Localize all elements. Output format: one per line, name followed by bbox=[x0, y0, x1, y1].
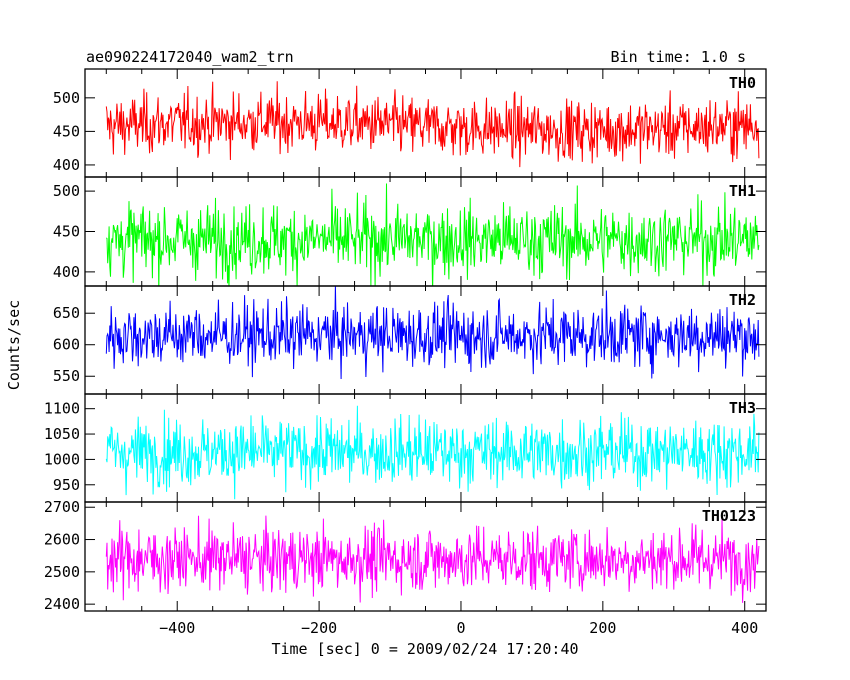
series-line-th0123 bbox=[105, 515, 760, 603]
y-tick-label: 2400 bbox=[44, 595, 80, 613]
panel-th1: 400 450 500 TH1 bbox=[53, 176, 767, 287]
x-tick-label: 200 bbox=[589, 619, 616, 637]
x-tick-label: −400 bbox=[159, 619, 195, 637]
y-tick-label: 2600 bbox=[44, 531, 80, 549]
panel-th0123: 2400 2500 2600 2700 TH0123 bbox=[44, 498, 767, 613]
y-tick-label: 500 bbox=[53, 89, 80, 107]
x-axis-ticks: −400 −200 0 200 400 bbox=[105, 69, 758, 637]
panel-label-th0123: TH0123 bbox=[702, 507, 756, 525]
panel-frame bbox=[84, 68, 767, 178]
y-tick-label: 550 bbox=[53, 367, 80, 385]
series-line-th2 bbox=[105, 286, 760, 380]
series-line-th0 bbox=[105, 81, 760, 168]
series-line-th3 bbox=[105, 405, 760, 500]
y-tick-label: 400 bbox=[53, 156, 80, 174]
panel-th0: 400 450 500 TH0 bbox=[53, 68, 767, 178]
y-tick-label: 500 bbox=[53, 182, 80, 200]
y-tick-label: 650 bbox=[53, 304, 80, 322]
y-tick-label: 450 bbox=[53, 223, 80, 241]
panel-label-th2: TH2 bbox=[729, 291, 756, 309]
panels-group: 400 450 500 TH0 400 450 500 TH1 550 600 650 TH2 950 1… bbox=[44, 68, 767, 613]
y-tick-label: 2700 bbox=[44, 498, 80, 516]
bin-time-label: Bin time: 1.0 s bbox=[611, 48, 746, 66]
panel-th3: 950 1000 1050 1100 TH3 bbox=[44, 393, 767, 503]
x-tick-label: 0 bbox=[456, 619, 465, 637]
y-tick-label: 1000 bbox=[44, 450, 80, 468]
panel-th2: 550 600 650 TH2 bbox=[53, 285, 767, 395]
series-line-th1 bbox=[105, 183, 760, 286]
panel-label-th3: TH3 bbox=[729, 399, 756, 417]
y-axis-label: Counts/sec bbox=[5, 300, 23, 390]
y-tick-label: 450 bbox=[53, 122, 80, 140]
y-tick-label: 600 bbox=[53, 336, 80, 354]
panel-label-th1: TH1 bbox=[729, 182, 756, 200]
y-tick-label: 1050 bbox=[44, 425, 80, 443]
chart-title: ae090224172040_wam2_trn bbox=[86, 48, 294, 66]
panel-label-th0: TH0 bbox=[729, 74, 756, 92]
y-tick-label: 400 bbox=[53, 263, 80, 281]
y-tick-label: 950 bbox=[53, 476, 80, 494]
x-tick-label: 400 bbox=[731, 619, 758, 637]
y-tick-label: 2500 bbox=[44, 563, 80, 581]
x-tick-label: −200 bbox=[301, 619, 337, 637]
y-tick-label: 1100 bbox=[44, 400, 80, 418]
x-axis-label: Time [sec] 0 = 2009/02/24 17:20:40 bbox=[271, 640, 578, 658]
